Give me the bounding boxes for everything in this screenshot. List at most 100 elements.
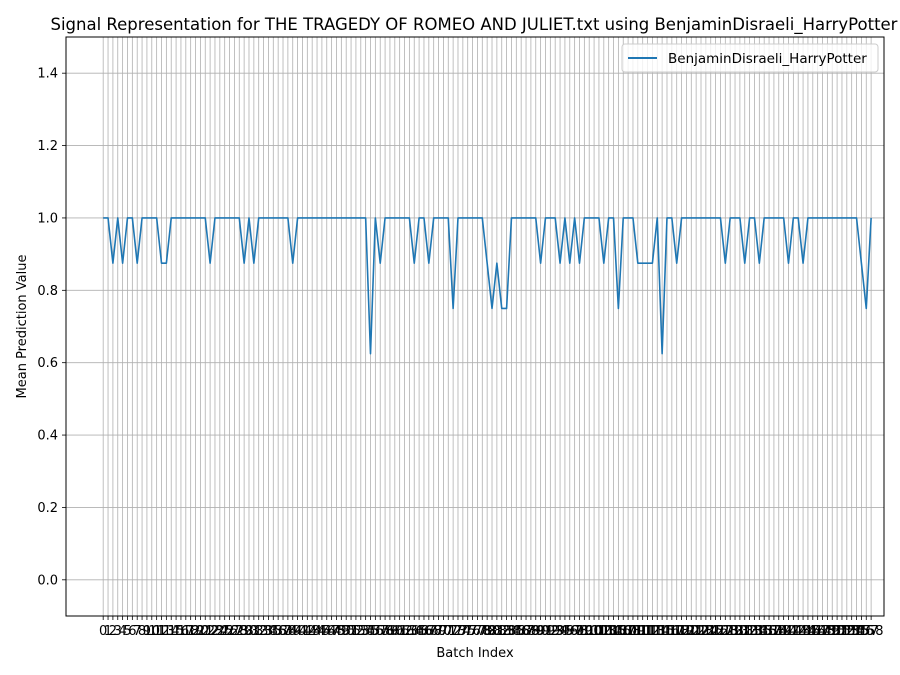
x-tick-label: 47 — [323, 624, 340, 639]
series-lines — [103, 217, 872, 355]
x-tick-label: 19 — [187, 624, 204, 639]
x-tick-label: 44 — [309, 624, 326, 639]
x-tick-label: 120 — [674, 624, 699, 639]
x-tick-label: 84 — [503, 624, 520, 639]
x-tick-label: 99 — [576, 624, 593, 639]
x-tick-label: 154 — [839, 624, 864, 639]
x-tick-label: 127 — [708, 624, 733, 639]
x-tick-label: 13 — [158, 624, 175, 639]
x-tick-label: 150 — [820, 624, 845, 639]
x-tick-label: 59 — [382, 624, 399, 639]
plot-frame — [65, 36, 885, 617]
x-tick-label: 135 — [747, 624, 772, 639]
x-tick-label: 34 — [260, 624, 277, 639]
x-tick-label: 149 — [815, 624, 840, 639]
x-tick-label: 129 — [718, 624, 743, 639]
x-tick-label: 90 — [532, 624, 549, 639]
x-tick-label: 27 — [226, 624, 243, 639]
x-tick-label: 86 — [513, 624, 530, 639]
x-tick-label: 49 — [333, 624, 350, 639]
x-tick-label: 25 — [216, 624, 233, 639]
x-tick-label: 111 — [630, 624, 655, 639]
chart-title: Signal Representation for THE TRAGEDY OF… — [51, 15, 898, 35]
x-tick-label: 32 — [250, 624, 267, 639]
x-tick-label: 40 — [289, 624, 306, 639]
x-tick-label: 58 — [377, 624, 394, 639]
y-tick-label: 1.4 — [37, 67, 58, 82]
x-tick-label: 144 — [791, 624, 816, 639]
y-tick-label: 1.0 — [37, 211, 58, 226]
x-tick-label: 158 — [859, 624, 884, 639]
x-tick-label: 50 — [338, 624, 355, 639]
x-tick-label: 67 — [421, 624, 438, 639]
x-tick-label: 52 — [348, 624, 365, 639]
x-tick-label: 121 — [679, 624, 704, 639]
x-tick-label: 3 — [114, 624, 122, 639]
x-tick-label: 70 — [435, 624, 452, 639]
x-tick-label: 152 — [830, 624, 855, 639]
x-tick-label: 85 — [508, 624, 525, 639]
x-tick-label: 106 — [606, 624, 631, 639]
x-axis-label: Batch Index — [436, 646, 514, 661]
x-tick-label: 6 — [128, 624, 136, 639]
x-tick-label: 31 — [246, 624, 263, 639]
x-tick-label: 76 — [464, 624, 481, 639]
x-tick-label: 21 — [197, 624, 214, 639]
x-tick-label: 151 — [825, 624, 850, 639]
x-tick-label: 137 — [757, 624, 782, 639]
x-tick-label: 26 — [221, 624, 238, 639]
x-tick-label: 57 — [372, 624, 389, 639]
x-tick-label: 119 — [669, 624, 694, 639]
x-tick-label: 28 — [231, 624, 248, 639]
x-tick-label: 109 — [621, 624, 646, 639]
x-tick-label: 116 — [655, 624, 680, 639]
y-tick-label: 0.2 — [37, 501, 58, 516]
x-tick-label: 17 — [178, 624, 195, 639]
x-tick-label: 75 — [459, 624, 476, 639]
x-tick-label: 11 — [148, 624, 165, 639]
x-tick-label: 12 — [153, 624, 170, 639]
y-tick-label: 0.6 — [37, 356, 58, 371]
x-tick-label: 23 — [207, 624, 224, 639]
x-tick-label: 123 — [689, 624, 714, 639]
x-tick-label: 114 — [645, 624, 670, 639]
x-tick-label: 38 — [280, 624, 297, 639]
x-tick-label: 133 — [737, 624, 762, 639]
x-tick-label: 42 — [299, 624, 316, 639]
x-tick-label: 147 — [805, 624, 830, 639]
x-tick-label: 131 — [727, 624, 752, 639]
x-tick-label: 14 — [163, 624, 180, 639]
x-tick-label: 82 — [493, 624, 510, 639]
x-tick-label: 41 — [294, 624, 311, 639]
x-tick-label: 66 — [416, 624, 433, 639]
x-tick-label: 2 — [109, 624, 117, 639]
x-tick-label: 122 — [684, 624, 709, 639]
x-tick-label: 48 — [328, 624, 345, 639]
x-tick-label: 4 — [118, 624, 126, 639]
x-tick-label: 139 — [766, 624, 791, 639]
grid-lines — [66, 37, 884, 616]
x-tick-label: 79 — [479, 624, 496, 639]
legend-box — [621, 43, 879, 73]
x-tick-label: 64 — [406, 624, 423, 639]
x-tick-label: 134 — [742, 624, 767, 639]
x-tick-label: 69 — [430, 624, 447, 639]
x-tick-label: 71 — [440, 624, 457, 639]
x-tick-label: 33 — [255, 624, 272, 639]
x-tick-label: 29 — [236, 624, 253, 639]
x-tick-label: 54 — [357, 624, 374, 639]
x-tick-label: 96 — [562, 624, 579, 639]
x-tick-label: 105 — [601, 624, 626, 639]
x-tick-label: 100 — [577, 624, 602, 639]
x-tick-label: 143 — [786, 624, 811, 639]
x-tick-label: 101 — [582, 624, 607, 639]
x-tick-label: 1 — [104, 624, 112, 639]
x-tick-label: 140 — [771, 624, 796, 639]
x-tick-label: 56 — [367, 624, 384, 639]
x-tick-label: 89 — [527, 624, 544, 639]
x-tick-label: 30 — [241, 624, 258, 639]
x-tick-label: 60 — [387, 624, 404, 639]
x-tick-label: 62 — [396, 624, 413, 639]
x-tick-label: 9 — [143, 624, 151, 639]
